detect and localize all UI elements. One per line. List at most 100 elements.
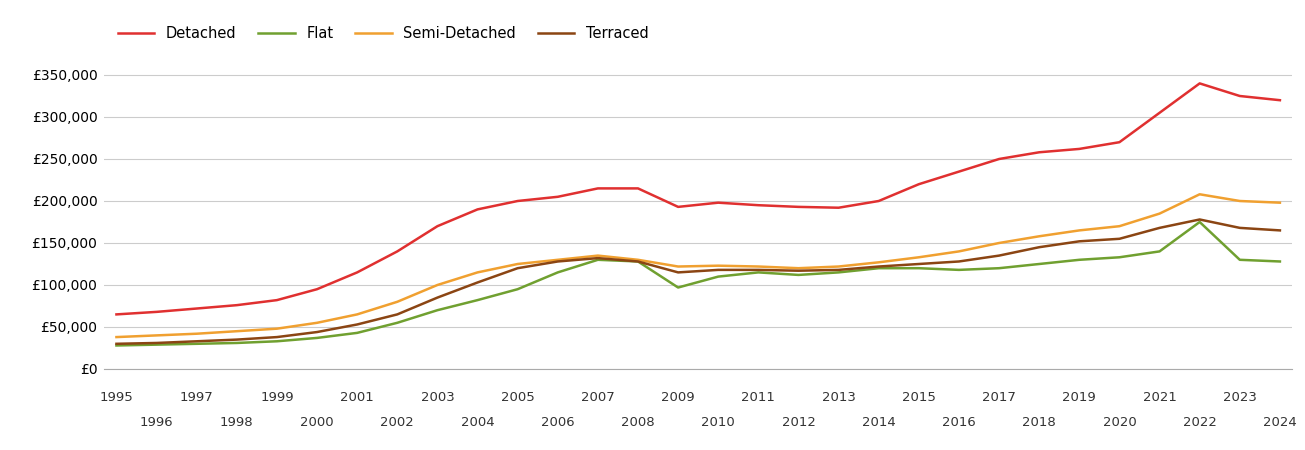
- Text: 2018: 2018: [1022, 416, 1056, 429]
- Terraced: [1152, 225, 1168, 230]
- Flat: [389, 320, 405, 325]
- Text: 2021: 2021: [1143, 391, 1177, 404]
- Text: 2003: 2003: [420, 391, 454, 404]
- Flat: [350, 330, 365, 336]
- Flat: [228, 340, 244, 346]
- Terraced: [992, 253, 1007, 258]
- Detached: [630, 186, 646, 191]
- Terraced: [189, 338, 205, 344]
- Flat: [510, 287, 526, 292]
- Text: 2019: 2019: [1062, 391, 1096, 404]
- Semi-Detached: [1272, 200, 1288, 205]
- Terraced: [831, 267, 847, 273]
- Flat: [1071, 257, 1087, 262]
- Semi-Detached: [510, 261, 526, 267]
- Semi-Detached: [1152, 211, 1168, 216]
- Line: Terraced: Terraced: [116, 220, 1280, 344]
- Detached: [590, 186, 606, 191]
- Semi-Detached: [1071, 228, 1087, 233]
- Detached: [992, 156, 1007, 162]
- Flat: [108, 343, 124, 348]
- Detached: [710, 200, 726, 205]
- Detached: [831, 205, 847, 211]
- Terraced: [951, 259, 967, 264]
- Semi-Detached: [108, 334, 124, 340]
- Flat: [671, 285, 686, 290]
- Terraced: [630, 259, 646, 264]
- Semi-Detached: [389, 299, 405, 305]
- Legend: Detached, Flat, Semi-Detached, Terraced: Detached, Flat, Semi-Detached, Terraced: [112, 20, 655, 47]
- Line: Semi-Detached: Semi-Detached: [116, 194, 1280, 337]
- Semi-Detached: [470, 270, 485, 275]
- Flat: [630, 259, 646, 264]
- Detached: [510, 198, 526, 204]
- Semi-Detached: [630, 257, 646, 262]
- Semi-Detached: [791, 266, 806, 271]
- Flat: [791, 272, 806, 278]
- Terraced: [1272, 228, 1288, 233]
- Detached: [470, 207, 485, 212]
- Detached: [549, 194, 565, 199]
- Flat: [1031, 261, 1047, 267]
- Terraced: [108, 341, 124, 346]
- Semi-Detached: [870, 260, 886, 265]
- Semi-Detached: [228, 328, 244, 334]
- Flat: [992, 266, 1007, 271]
- Detached: [911, 181, 927, 187]
- Detached: [1272, 98, 1288, 103]
- Text: 2022: 2022: [1182, 416, 1216, 429]
- Detached: [1071, 146, 1087, 152]
- Terraced: [510, 266, 526, 271]
- Semi-Detached: [269, 326, 284, 331]
- Flat: [1232, 257, 1248, 262]
- Text: 2001: 2001: [341, 391, 375, 404]
- Text: 2020: 2020: [1103, 416, 1137, 429]
- Flat: [870, 266, 886, 271]
- Semi-Detached: [671, 264, 686, 269]
- Text: 2002: 2002: [380, 416, 414, 429]
- Text: 2023: 2023: [1223, 391, 1257, 404]
- Terraced: [1112, 236, 1128, 242]
- Detached: [1152, 110, 1168, 116]
- Semi-Detached: [750, 264, 766, 269]
- Line: Flat: Flat: [116, 222, 1280, 346]
- Flat: [590, 257, 606, 262]
- Flat: [911, 266, 927, 271]
- Flat: [269, 338, 284, 344]
- Terraced: [228, 337, 244, 342]
- Terraced: [870, 264, 886, 269]
- Semi-Detached: [1191, 192, 1207, 197]
- Text: 2005: 2005: [501, 391, 535, 404]
- Text: 1996: 1996: [140, 416, 174, 429]
- Line: Detached: Detached: [116, 83, 1280, 315]
- Text: 2017: 2017: [983, 391, 1017, 404]
- Flat: [309, 335, 325, 341]
- Semi-Detached: [189, 331, 205, 337]
- Flat: [470, 297, 485, 303]
- Terraced: [470, 280, 485, 285]
- Terraced: [671, 270, 686, 275]
- Flat: [750, 270, 766, 275]
- Terraced: [911, 261, 927, 267]
- Text: 2000: 2000: [300, 416, 334, 429]
- Flat: [149, 342, 164, 347]
- Terraced: [269, 334, 284, 340]
- Text: 2016: 2016: [942, 416, 976, 429]
- Semi-Detached: [992, 240, 1007, 246]
- Semi-Detached: [710, 263, 726, 268]
- Semi-Detached: [1232, 198, 1248, 204]
- Text: 2008: 2008: [621, 416, 655, 429]
- Detached: [429, 224, 445, 229]
- Text: 1999: 1999: [260, 391, 294, 404]
- Flat: [1152, 249, 1168, 254]
- Detached: [1031, 149, 1047, 155]
- Semi-Detached: [1031, 234, 1047, 239]
- Detached: [269, 297, 284, 303]
- Terraced: [350, 322, 365, 327]
- Flat: [710, 274, 726, 279]
- Detached: [791, 204, 806, 210]
- Terraced: [791, 268, 806, 274]
- Text: 2014: 2014: [861, 416, 895, 429]
- Terraced: [1232, 225, 1248, 230]
- Terraced: [429, 295, 445, 300]
